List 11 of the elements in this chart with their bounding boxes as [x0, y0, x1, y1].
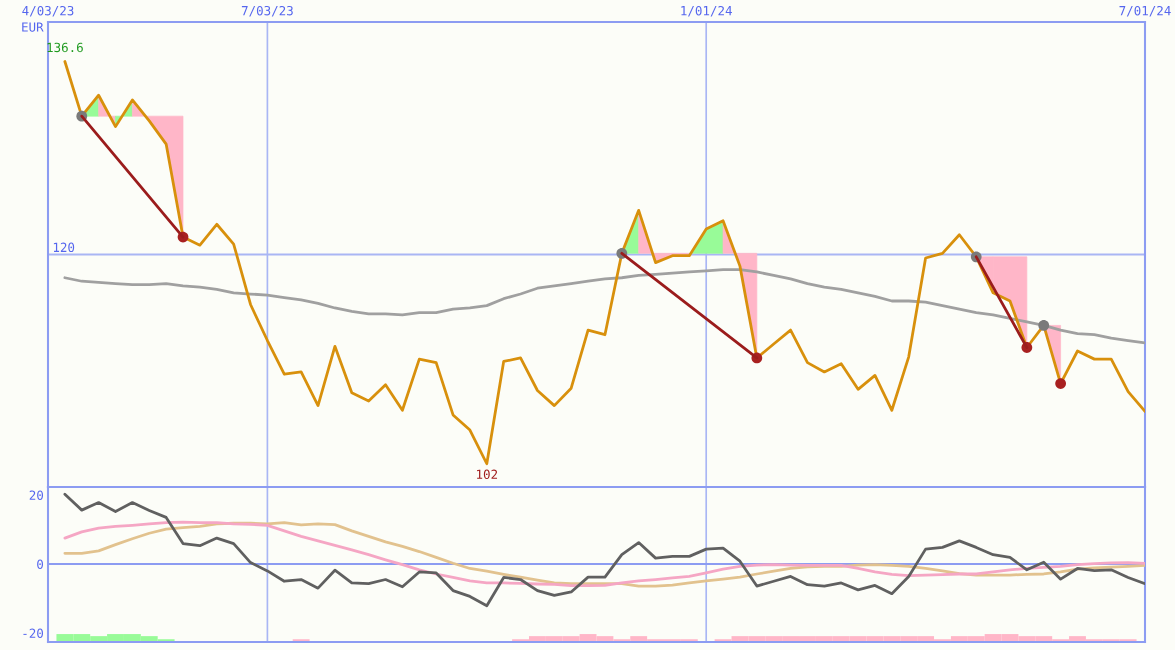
y-axis-title: EUR [22, 22, 44, 32]
data-label: 102 [477, 469, 498, 480]
y-tick-label: 0 [37, 559, 44, 569]
y-tick-label: -20 [23, 628, 44, 638]
x-tick-label: 7/01/24 [1119, 5, 1171, 17]
ref-line-label: 120 [53, 242, 75, 253]
y-tick-label: 20 [29, 490, 44, 500]
x-tick-label: 1/01/24 [681, 5, 732, 17]
x-tick-label: 7/03/23 [241, 5, 293, 17]
data-label: 136.6 [47, 42, 83, 53]
x-tick-label: 4/03/23 [22, 5, 74, 17]
